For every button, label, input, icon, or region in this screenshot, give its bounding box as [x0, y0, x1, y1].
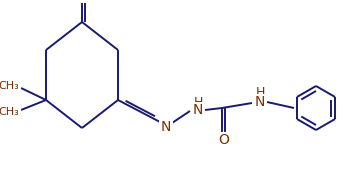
Text: H: H	[255, 87, 265, 99]
Text: N: N	[193, 103, 203, 117]
Text: CH₃: CH₃	[0, 107, 19, 117]
Text: O: O	[78, 0, 89, 2]
Text: N: N	[255, 95, 265, 109]
Text: H: H	[193, 95, 203, 108]
Text: CH₃: CH₃	[0, 81, 19, 91]
Text: O: O	[218, 133, 229, 147]
Text: N: N	[161, 120, 171, 134]
